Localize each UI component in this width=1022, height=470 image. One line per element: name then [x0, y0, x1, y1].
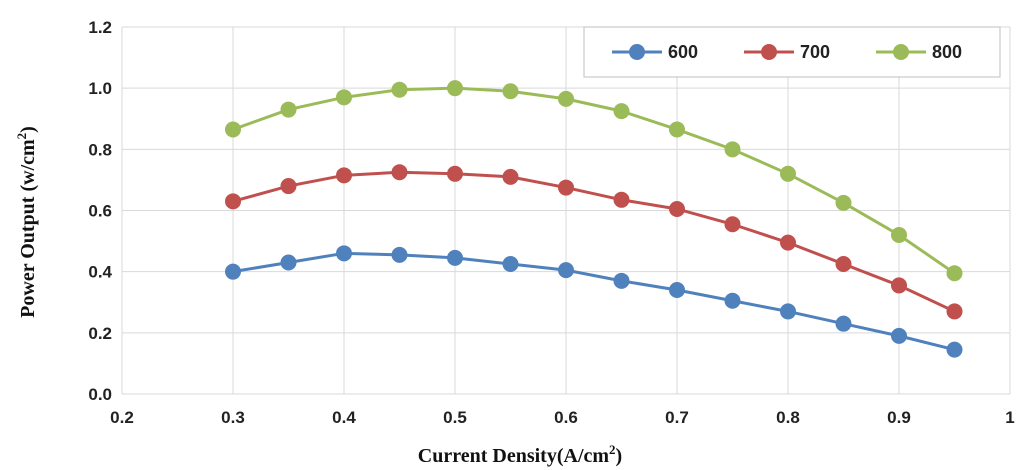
data-point	[613, 103, 630, 120]
series-line	[232, 251, 955, 352]
data-point	[336, 167, 352, 184]
data-point	[280, 101, 297, 118]
data-point	[447, 165, 463, 182]
legend-item-600: 600	[612, 42, 698, 62]
data-point	[225, 121, 241, 138]
data-point	[669, 200, 685, 217]
data-point	[280, 254, 297, 271]
data-point	[835, 256, 852, 273]
data-point	[891, 226, 907, 243]
data-point	[502, 83, 519, 100]
data-point	[946, 341, 963, 358]
legend-label: 700	[800, 42, 830, 62]
data-point	[447, 80, 463, 97]
data-point	[391, 81, 408, 98]
data-point	[391, 246, 408, 263]
x-tick-label: 0.9	[887, 408, 911, 427]
data-point	[280, 178, 297, 195]
data-point	[613, 191, 630, 208]
y-tick-label: 1.2	[88, 18, 112, 37]
data-point	[558, 90, 574, 107]
y-axis-title: Power Output (w/cm2)	[14, 126, 39, 318]
y-tick-label: 1.0	[88, 79, 112, 98]
y-axis-ticks: 0.0 0.2 0.4 0.6 0.8 1.0 1.2	[88, 18, 112, 404]
chart-series	[225, 80, 963, 358]
x-tick-label: 0.4	[332, 408, 356, 427]
data-point	[780, 303, 796, 320]
data-point	[447, 249, 463, 266]
data-point	[724, 292, 741, 309]
y-tick-label: 0.6	[88, 202, 112, 221]
legend-label: 600	[668, 42, 698, 62]
data-point	[336, 245, 352, 262]
x-tick-label: 0.3	[221, 408, 245, 427]
y-tick-label: 0.8	[88, 140, 112, 159]
data-point	[780, 165, 796, 182]
data-point	[558, 262, 574, 279]
data-point	[835, 194, 852, 211]
data-point	[891, 277, 907, 294]
data-point	[225, 263, 241, 280]
x-tick-label: 0.5	[443, 408, 467, 427]
series-700	[225, 164, 963, 320]
data-point	[835, 315, 852, 332]
data-point	[891, 327, 907, 344]
legend-marker	[629, 44, 645, 60]
x-tick-label: 0.2	[110, 408, 134, 427]
legend-label: 800	[932, 42, 962, 62]
x-tick-label: 0.7	[665, 408, 689, 427]
data-point	[780, 234, 796, 251]
y-tick-label: 0.2	[88, 324, 112, 343]
data-point	[336, 89, 352, 106]
x-tick-label: 0.6	[554, 408, 578, 427]
legend-marker	[761, 44, 777, 60]
data-point	[225, 193, 241, 210]
data-point	[669, 121, 685, 138]
x-axis-ticks: 0.2 0.3 0.4 0.5 0.6 0.7 0.8 0.9 1	[110, 408, 1015, 427]
x-axis-title: Current Density(A/cm2)	[418, 442, 622, 467]
data-point	[669, 282, 685, 299]
data-point	[724, 216, 741, 233]
data-point	[558, 179, 574, 196]
data-point	[946, 265, 963, 282]
chart-gridlines	[121, 26, 1011, 395]
series-800	[225, 80, 963, 282]
data-point	[724, 141, 741, 158]
series-line	[232, 170, 956, 313]
x-tick-label: 0.8	[776, 408, 800, 427]
series-line	[232, 86, 956, 275]
legend-item-700: 700	[744, 42, 830, 62]
data-point	[613, 272, 630, 289]
y-tick-label: 0.0	[88, 385, 112, 404]
chart-legend: 600 700 800	[583, 26, 1001, 78]
data-point	[502, 256, 519, 273]
data-point	[391, 164, 408, 181]
y-tick-label: 0.4	[88, 263, 112, 282]
data-point	[946, 303, 963, 320]
legend-marker	[893, 44, 909, 60]
series-600	[225, 245, 963, 358]
legend-item-800: 800	[876, 42, 962, 62]
x-tick-label: 1	[1005, 408, 1014, 427]
data-point	[502, 168, 519, 185]
